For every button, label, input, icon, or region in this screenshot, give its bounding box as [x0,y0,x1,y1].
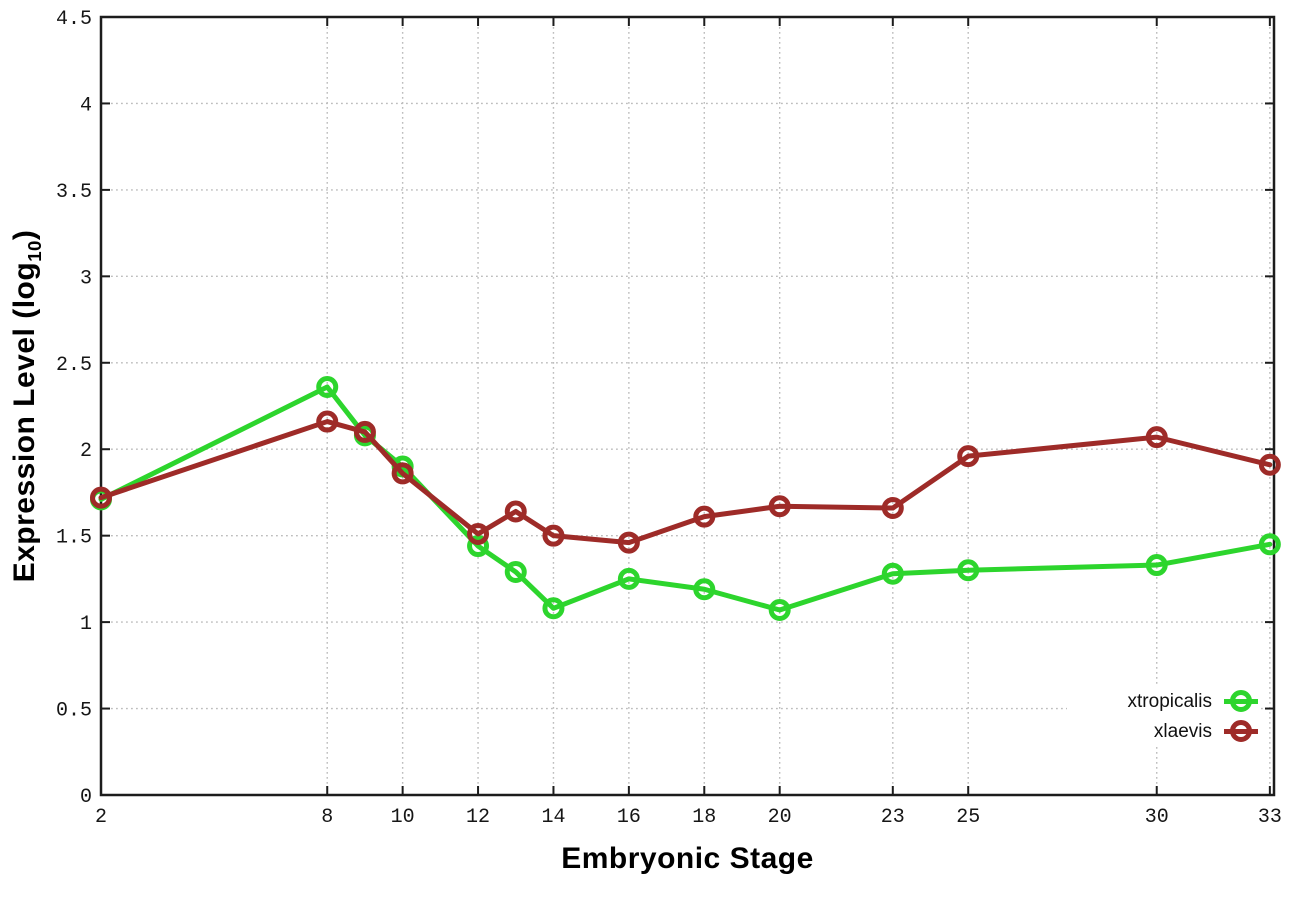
x-tick-label: 16 [617,806,641,829]
data-point-marker-xlaevis [693,505,716,528]
y-tick-label: 2.5 [56,354,92,377]
y-tick-label: 1.5 [56,527,92,550]
data-point-marker-xtropicalis [1258,533,1281,556]
y-tick-label: 1 [80,613,92,636]
data-point-marker-xlaevis [542,524,565,547]
y-axis-title-text: Expression Level (log [8,261,41,583]
data-point-marker-xlaevis [768,495,791,518]
y-tick-label: 0.5 [56,700,92,723]
plot-border [99,15,1276,797]
y-tick-label: 3.5 [56,181,92,204]
x-tick-label: 10 [391,806,415,829]
y-axis-title: Expression Level (log10) [8,230,46,583]
x-tick-label: 20 [768,806,792,829]
data-point-marker-xtropicalis [957,559,980,582]
x-tick-label: 14 [541,806,565,829]
legend-label-xtropicalis: xtropicalis [1127,690,1212,712]
legend: xtropicalis xlaevis [1067,686,1258,746]
data-point-marker-xlaevis [391,462,414,485]
x-tick-label: 30 [1145,806,1169,829]
data-point-marker-xtropicalis [617,567,640,590]
x-tick-label: 25 [956,806,980,829]
x-tick-label: 23 [881,806,905,829]
data-point-marker-xlaevis [90,486,112,509]
legend-sample-line-xlaevis [1224,720,1258,742]
data-point-marker-xlaevis [1258,453,1281,476]
legend-open-circle-marker-icon [1230,690,1252,712]
x-tick-label: 18 [692,806,716,829]
data-point-marker-xlaevis [467,522,490,545]
x-tick-label: 33 [1258,806,1282,829]
y-axis-title-close: ) [8,229,41,241]
data-point-marker-xlaevis [617,531,640,554]
data-point-marker-xtropicalis [881,562,904,585]
legend-sample-line-xtropicalis [1224,690,1258,712]
legend-open-circle-marker-icon [1230,720,1252,742]
data-point-marker-xlaevis [957,445,980,468]
y-tick-label: 2 [80,440,92,463]
y-tick-label: 4 [80,94,92,117]
data-point-marker-xtropicalis [467,535,490,558]
data-point-marker-xtropicalis [504,560,527,583]
series [90,375,1281,622]
data-point-marker-xlaevis [1145,426,1168,449]
legend-label-xlaevis: xlaevis [1153,720,1212,742]
y-axis-title-subscript: 10 [24,240,45,262]
data-point-marker-xtropicalis [316,375,339,398]
y-tick-label: 3 [80,267,92,290]
x-tick-label: 8 [321,806,333,829]
y-tick-label: 4.5 [56,8,92,31]
tick-labels: 2 8 10 12 14 16 18 20 23 25 30 33 0 0.5 1 1.5 2 2.5 3 3.5 4 4… [56,8,1282,829]
legend-entry-xtropicalis: xtropicalis [1067,686,1258,716]
data-point-marker-xlaevis [504,500,527,523]
x-tick-label: 12 [466,806,490,829]
grid [100,16,1274,796]
data-point-marker-xlaevis [881,497,904,520]
data-point-marker-xlaevis [353,420,376,443]
axis-ticks [100,16,1274,796]
series-line-xlaevis [98,419,1273,546]
data-point-marker-xtropicalis [1145,554,1168,577]
y-tick-label: 0 [80,786,92,809]
x-tick-label: 2 [95,806,107,829]
data-point-marker-xtropicalis [693,578,716,601]
data-point-marker-xlaevis [316,410,339,433]
data-point-marker-xtropicalis [542,597,565,620]
data-point-marker-xtropicalis [768,599,791,622]
legend-entry-xlaevis: xlaevis [1067,716,1258,746]
series-line-xtropicalis [98,384,1273,613]
plot-border-rect [99,15,1276,797]
x-axis-title: Embryonic Stage [561,842,814,875]
